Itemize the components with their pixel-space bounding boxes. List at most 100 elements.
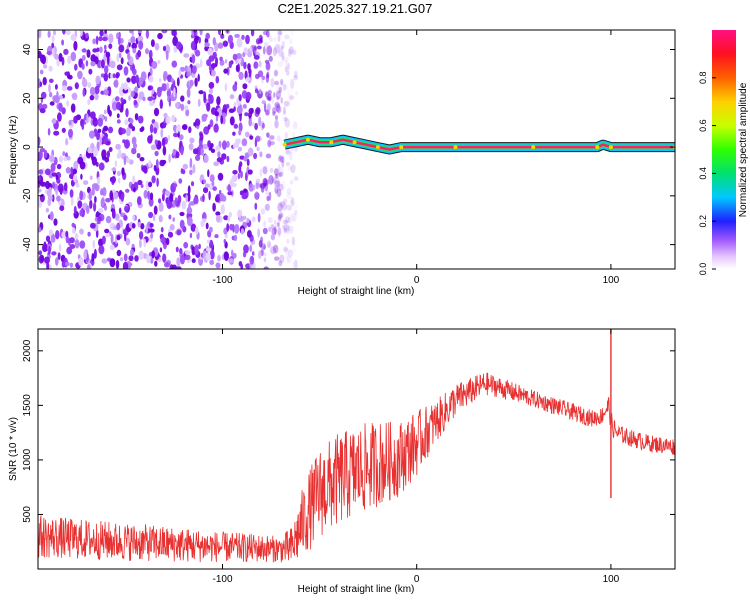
noise-blob xyxy=(115,259,120,269)
noise-blob xyxy=(39,69,44,75)
noise-blob xyxy=(275,90,281,100)
noise-blob xyxy=(262,177,268,186)
noise-blob xyxy=(274,115,279,121)
noise-blob xyxy=(242,104,247,109)
noise-blob xyxy=(162,253,167,263)
noise-blob xyxy=(49,91,53,98)
noise-blob xyxy=(277,202,283,213)
noise-blob xyxy=(156,177,159,187)
noise-blob xyxy=(55,174,59,181)
noise-blob xyxy=(258,116,262,127)
noise-blob xyxy=(240,263,243,269)
noise-blob xyxy=(126,77,131,83)
noise-blob xyxy=(69,237,75,244)
noise-blob xyxy=(66,86,73,91)
noise-blob xyxy=(90,61,96,67)
noise-blob xyxy=(58,102,63,112)
noise-blob xyxy=(148,75,154,83)
noise-blob xyxy=(124,232,127,242)
noise-blob xyxy=(70,103,76,113)
noise-blob xyxy=(158,198,162,204)
noise-blob xyxy=(226,30,229,34)
noise-blob xyxy=(190,41,196,51)
noise-blob xyxy=(206,59,212,67)
noise-blob xyxy=(132,68,137,76)
noise-blob xyxy=(133,187,136,193)
noise-blob xyxy=(269,141,275,146)
noise-blob xyxy=(40,254,45,263)
y-tick-label: 20 xyxy=(22,92,33,104)
noise-blob xyxy=(87,82,92,88)
noise-blob xyxy=(45,180,50,190)
noise-blob xyxy=(149,192,154,200)
noise-blob xyxy=(231,249,234,257)
noise-blob xyxy=(285,100,291,107)
noise-blob xyxy=(110,73,114,79)
noise-blob xyxy=(191,54,196,64)
noise-blob xyxy=(170,77,174,83)
noise-blob xyxy=(243,244,249,254)
noise-blob xyxy=(96,176,101,186)
noise-blob xyxy=(286,187,292,195)
noise-blob xyxy=(274,173,278,181)
noise-blob xyxy=(101,235,106,245)
noise-blob xyxy=(157,32,163,40)
noise-blob xyxy=(286,229,292,235)
noise-blob xyxy=(283,100,290,107)
noise-blob xyxy=(151,175,156,184)
y-tick-label: 1000 xyxy=(22,448,33,471)
noise-blob xyxy=(291,236,295,246)
colorbar-tick-label: 0.2 xyxy=(698,215,708,228)
noise-blob xyxy=(192,148,199,155)
noise-blob xyxy=(264,203,270,211)
snr-series xyxy=(38,329,675,563)
noise-blob xyxy=(55,257,59,266)
noise-blob xyxy=(276,96,280,101)
noise-blob xyxy=(258,250,262,259)
trace-point xyxy=(329,140,334,145)
noise-blob xyxy=(251,216,256,223)
noise-blob xyxy=(209,174,215,183)
noise-blob xyxy=(38,137,41,147)
noise-blob xyxy=(203,187,209,194)
noise-blob xyxy=(268,175,274,185)
noise-blob xyxy=(207,169,210,178)
noise-blob xyxy=(139,157,145,162)
noise-blob xyxy=(286,192,292,200)
noise-blob xyxy=(233,142,236,149)
noise-blob xyxy=(220,33,225,39)
noise-blob xyxy=(292,202,298,211)
noise-blob xyxy=(284,66,288,72)
noise-blob xyxy=(85,32,89,39)
noise-blob xyxy=(203,91,207,101)
noise-blob xyxy=(267,93,272,102)
noise-blob xyxy=(280,45,284,51)
noise-blob xyxy=(115,96,120,102)
noise-blob xyxy=(179,248,183,255)
noise-blob xyxy=(49,155,55,163)
noise-blob xyxy=(210,63,216,69)
noise-blob xyxy=(123,156,127,166)
noise-blob xyxy=(178,134,184,141)
x-tick-label: 0 xyxy=(414,275,420,286)
noise-blob xyxy=(194,244,199,255)
noise-blob xyxy=(273,225,277,236)
noise-blob xyxy=(120,193,125,202)
noise-blob xyxy=(294,161,297,170)
noise-blob xyxy=(99,136,103,146)
noise-blob xyxy=(261,122,265,129)
noise-blob xyxy=(127,52,131,61)
noise-blob xyxy=(260,208,266,215)
noise-blob xyxy=(175,266,182,269)
noise-blob xyxy=(102,129,105,135)
noise-blob xyxy=(283,246,288,252)
noise-blob xyxy=(161,137,166,147)
noise-blob xyxy=(40,96,44,104)
noise-blob xyxy=(162,45,167,52)
noise-blob xyxy=(97,128,102,133)
noise-blob xyxy=(277,214,283,220)
noise-blob xyxy=(294,210,298,215)
noise-blob xyxy=(194,35,200,41)
colorbar-ticks: 0.0 0.2 0.4 0.6 0.8 xyxy=(698,72,716,275)
